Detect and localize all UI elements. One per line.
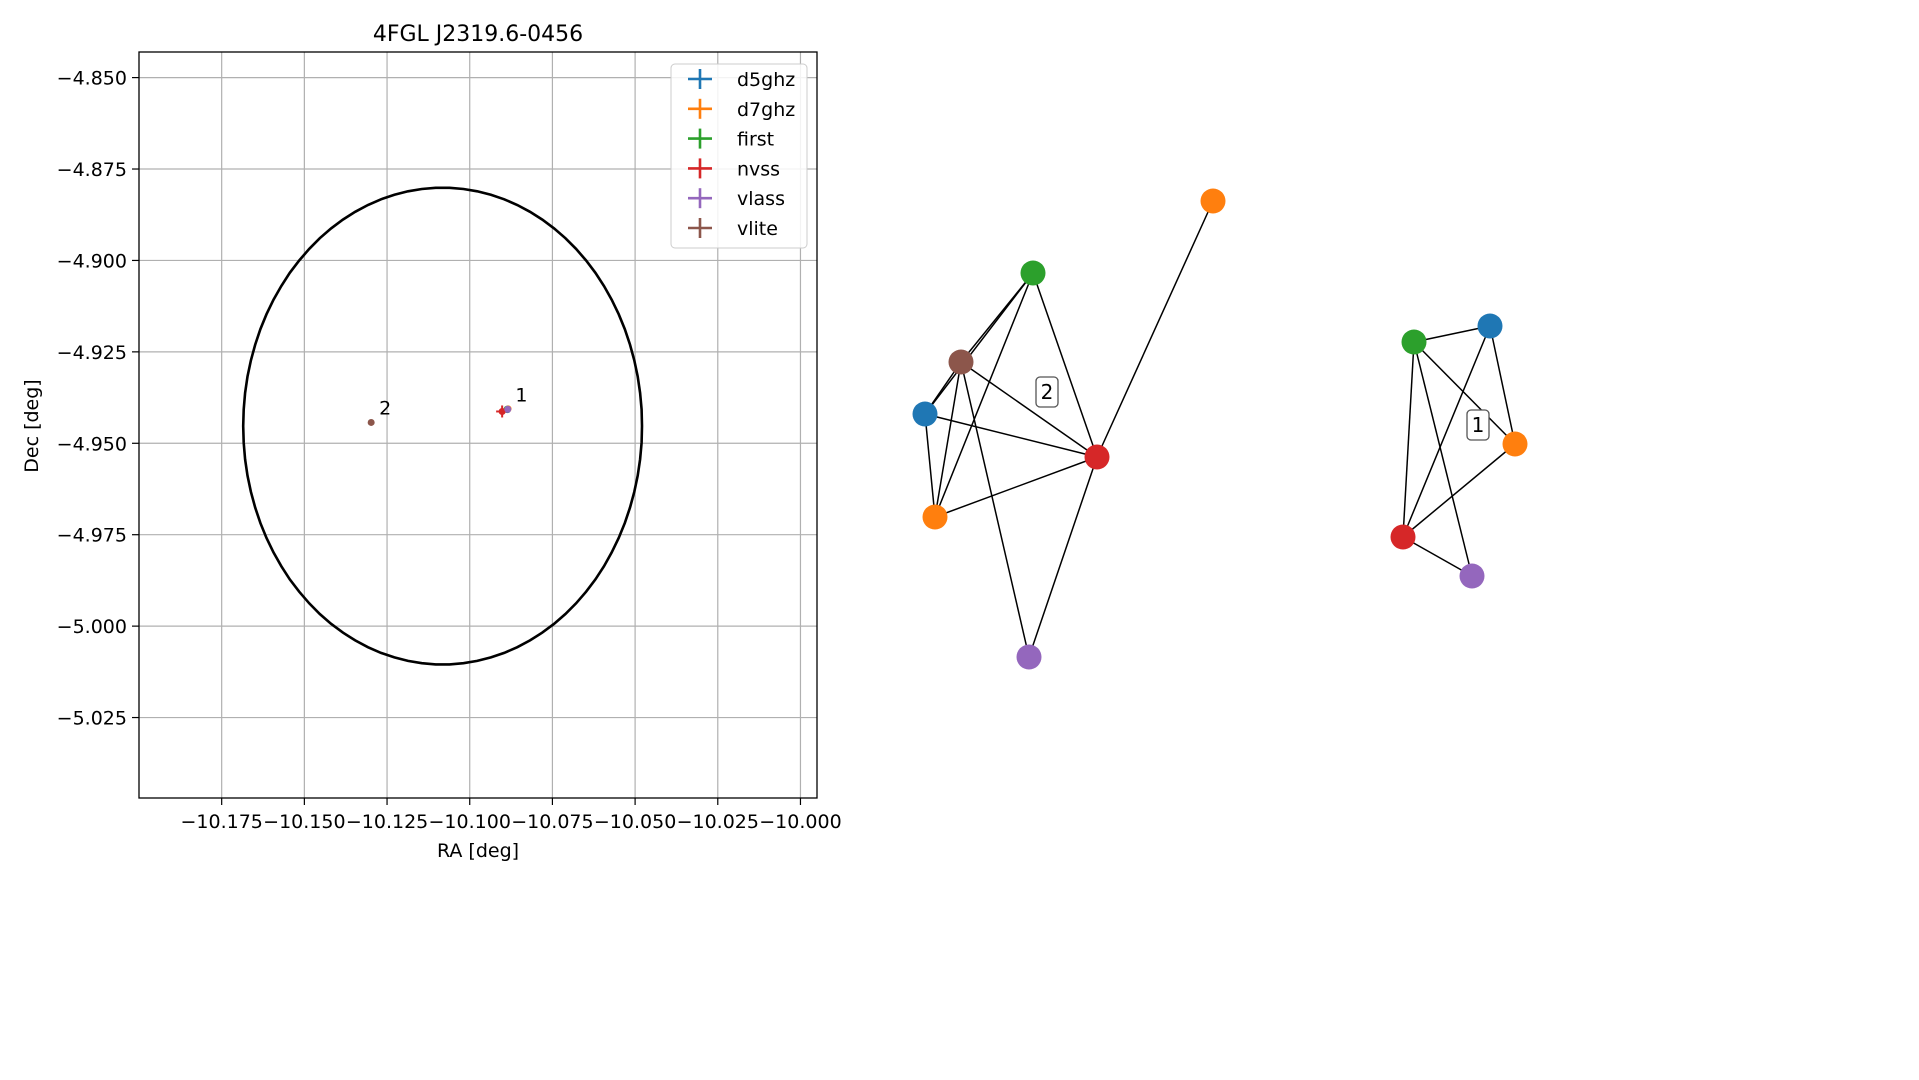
x-axis-label: RA [deg]	[437, 840, 519, 862]
network-labels: 21	[1035, 376, 1490, 441]
legend-item-d7ghz: d7ghz	[688, 98, 795, 121]
error-ellipse	[241, 186, 644, 666]
x-tick-label: −10.000	[759, 811, 841, 833]
y-tick-label: −4.925	[57, 342, 127, 364]
network-node-green	[1401, 329, 1427, 355]
legend-item-vlass: vlass	[688, 188, 785, 210]
x-tick-label: −10.175	[180, 811, 262, 833]
network-node-red	[1390, 524, 1416, 550]
network-node-red	[1084, 444, 1110, 470]
x-tick-label: −10.150	[263, 811, 345, 833]
data-points	[367, 405, 512, 426]
y-tick-label: −5.025	[57, 708, 127, 730]
x-axis-ticks: −10.175 −10.150 −10.125 −10.100 −10.075 −10.0…	[180, 798, 842, 833]
network-edge	[924, 413, 1098, 458]
network-label-text: 1	[1472, 413, 1485, 437]
legend-item-first: first	[688, 128, 774, 151]
network-node-green	[1020, 260, 1046, 286]
network-edge	[934, 272, 1034, 518]
network-node-purple	[1459, 563, 1485, 589]
cluster-labels: 12	[379, 385, 527, 420]
x-tick-label: −10.050	[594, 811, 676, 833]
legend: d5ghz d7ghz first nvss vlass vlite	[670, 63, 808, 249]
network-edge	[960, 361, 1098, 458]
network-edge	[960, 361, 1030, 658]
network-edge	[1096, 200, 1214, 458]
scatter-panel: 4FGL J2319.6-0456 −10.175 −10.150 −10.125−…	[21, 22, 842, 862]
network-edge	[1402, 536, 1473, 577]
network-edge	[934, 456, 1098, 518]
x-tick-label: −10.025	[677, 811, 759, 833]
network-edge	[1402, 325, 1491, 538]
network-edge	[1413, 341, 1473, 577]
network-node-purple	[1016, 644, 1042, 670]
network-edge	[924, 272, 1034, 415]
x-tick-label: −10.075	[511, 811, 593, 833]
y-tick-label: −4.850	[57, 68, 127, 90]
y-axis-label: Dec [deg]	[21, 379, 43, 472]
network-edge	[934, 361, 962, 518]
network-node-brown	[948, 349, 974, 375]
network-edge	[1028, 456, 1098, 658]
network-edge	[924, 413, 936, 518]
network-label-text: 2	[1041, 380, 1054, 404]
network-edges	[924, 200, 1516, 658]
network-label-box	[1035, 376, 1059, 408]
network-node-orange	[1200, 188, 1226, 214]
legend-label: first	[737, 129, 774, 151]
legend-item-vlite: vlite	[688, 218, 778, 240]
legend-label: vlass	[737, 188, 785, 210]
legend-label: vlite	[737, 218, 778, 240]
chart-title: 4FGL J2319.6-0456	[373, 22, 583, 47]
series-vlite	[367, 418, 375, 426]
x-tick-label: −10.100	[429, 811, 511, 833]
legend-label: d7ghz	[737, 99, 795, 121]
network-node-orange	[922, 504, 948, 530]
plot-frame	[138, 51, 818, 799]
network-nodes	[912, 188, 1528, 670]
network-edge	[1402, 443, 1516, 538]
cluster-label: 1	[515, 385, 527, 407]
network-edge	[1032, 272, 1098, 458]
cluster-label: 2	[379, 397, 391, 419]
network-edge	[1413, 341, 1516, 445]
legend-items: d5ghz d7ghz first nvss vlass vlite	[688, 69, 795, 240]
network-label: 2	[1035, 376, 1059, 408]
data-point	[367, 418, 375, 426]
legend-label: d5ghz	[737, 69, 795, 91]
network-node-blue	[1477, 313, 1503, 339]
network-label-box	[1466, 409, 1490, 441]
network-edge	[1489, 325, 1516, 445]
y-tick-label: −4.975	[57, 525, 127, 547]
network-edge	[1402, 341, 1415, 538]
y-axis-ticks: −4.850 −4.875 −4.900 −4.925 −4.950 −4.975 −5.0…	[57, 68, 139, 730]
network-edge	[1413, 325, 1491, 343]
network-node-orange	[1502, 431, 1528, 457]
series-vlass	[504, 405, 512, 413]
x-tick-label: −10.125	[346, 811, 428, 833]
y-tick-label: −4.950	[57, 433, 127, 455]
y-tick-label: −5.000	[57, 616, 127, 638]
data-point	[498, 407, 506, 415]
legend-item-nvss: nvss	[688, 158, 780, 180]
legend-item-d5ghz: d5ghz	[688, 69, 795, 91]
network-node-blue	[912, 401, 938, 427]
network-label: 1	[1466, 409, 1490, 441]
data-point	[504, 405, 512, 413]
legend-label: nvss	[737, 158, 780, 180]
y-tick-label: −4.900	[57, 250, 127, 272]
y-tick-label: −4.875	[57, 159, 127, 181]
network-panel: 21	[912, 188, 1528, 670]
